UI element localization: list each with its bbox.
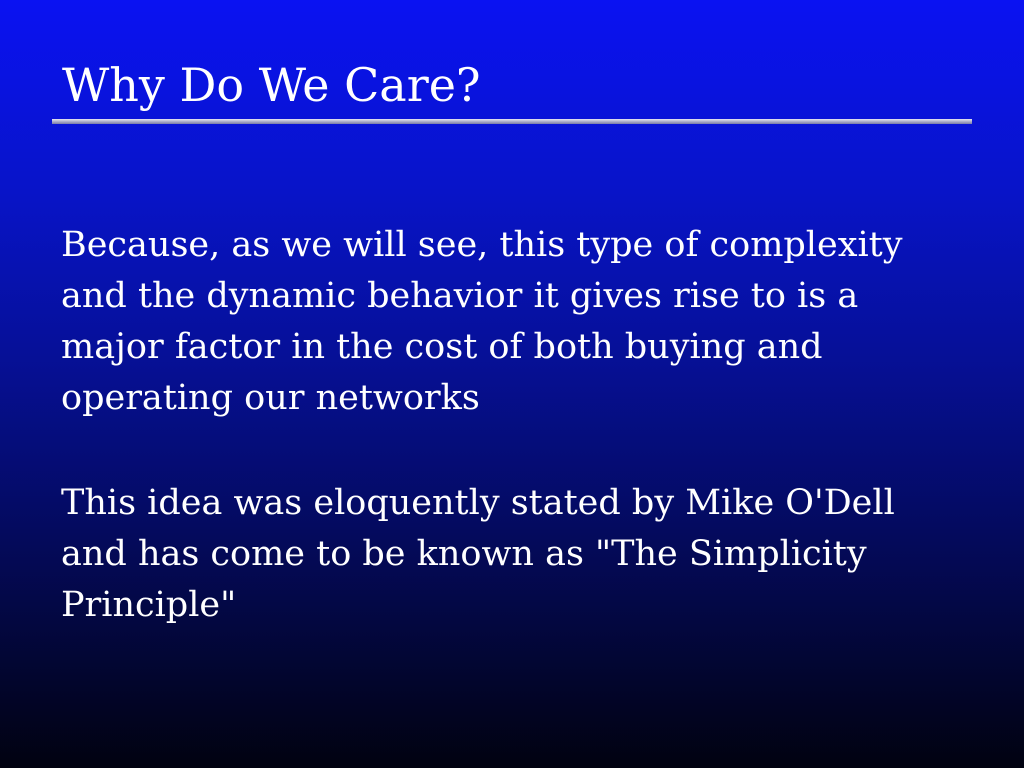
slide-title: Why Do We Care? bbox=[62, 58, 481, 112]
body-paragraph-complexity-cost: Because, as we will see, this type of co… bbox=[61, 225, 903, 418]
title-divider bbox=[52, 119, 972, 124]
body-paragraph-simplicity-principle: This idea was eloquently stated by Mike … bbox=[61, 483, 895, 625]
